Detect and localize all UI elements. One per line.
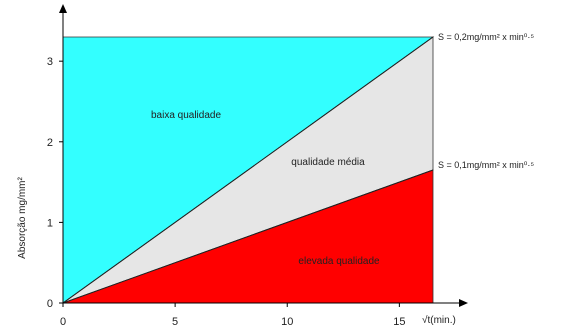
axes bbox=[59, 4, 468, 307]
y-tick-label: 3 bbox=[47, 56, 53, 68]
y-tick-label: 0 bbox=[47, 298, 53, 310]
region-label-baixa-qualidade: baixa qualidade bbox=[151, 110, 221, 121]
x-axis-label: √t(min.) bbox=[422, 314, 456, 326]
series-line-s-0-1 bbox=[62, 169, 434, 304]
x-tick-label: 10 bbox=[281, 316, 293, 328]
series-label-s-0-1: S = 0,1mg/mm² x min⁰·⁵ bbox=[438, 160, 534, 170]
series-line-s-0-2 bbox=[62, 36, 434, 304]
y-tick-label: 1 bbox=[47, 217, 53, 229]
y-axis-arrow bbox=[59, 4, 67, 13]
region-label-elevada-qualidade: elevada qualidade bbox=[298, 256, 380, 267]
y-axis-label: Absorção mg/mm² bbox=[17, 176, 28, 258]
y-tick-label: 2 bbox=[47, 137, 53, 149]
x-ticks: 0 5 10 15 bbox=[60, 303, 405, 328]
series-label-s-0-2: S = 0,2mg/mm² x min⁰·⁵ bbox=[438, 32, 534, 42]
x-tick-label: 5 bbox=[172, 316, 178, 328]
region-label-qualidade-media: qualidade média bbox=[291, 157, 365, 168]
x-tick-label: 15 bbox=[393, 316, 405, 328]
x-axis-arrow bbox=[459, 299, 468, 307]
y-ticks: 0 1 2 3 bbox=[47, 56, 63, 310]
x-tick-label: 0 bbox=[60, 316, 66, 328]
